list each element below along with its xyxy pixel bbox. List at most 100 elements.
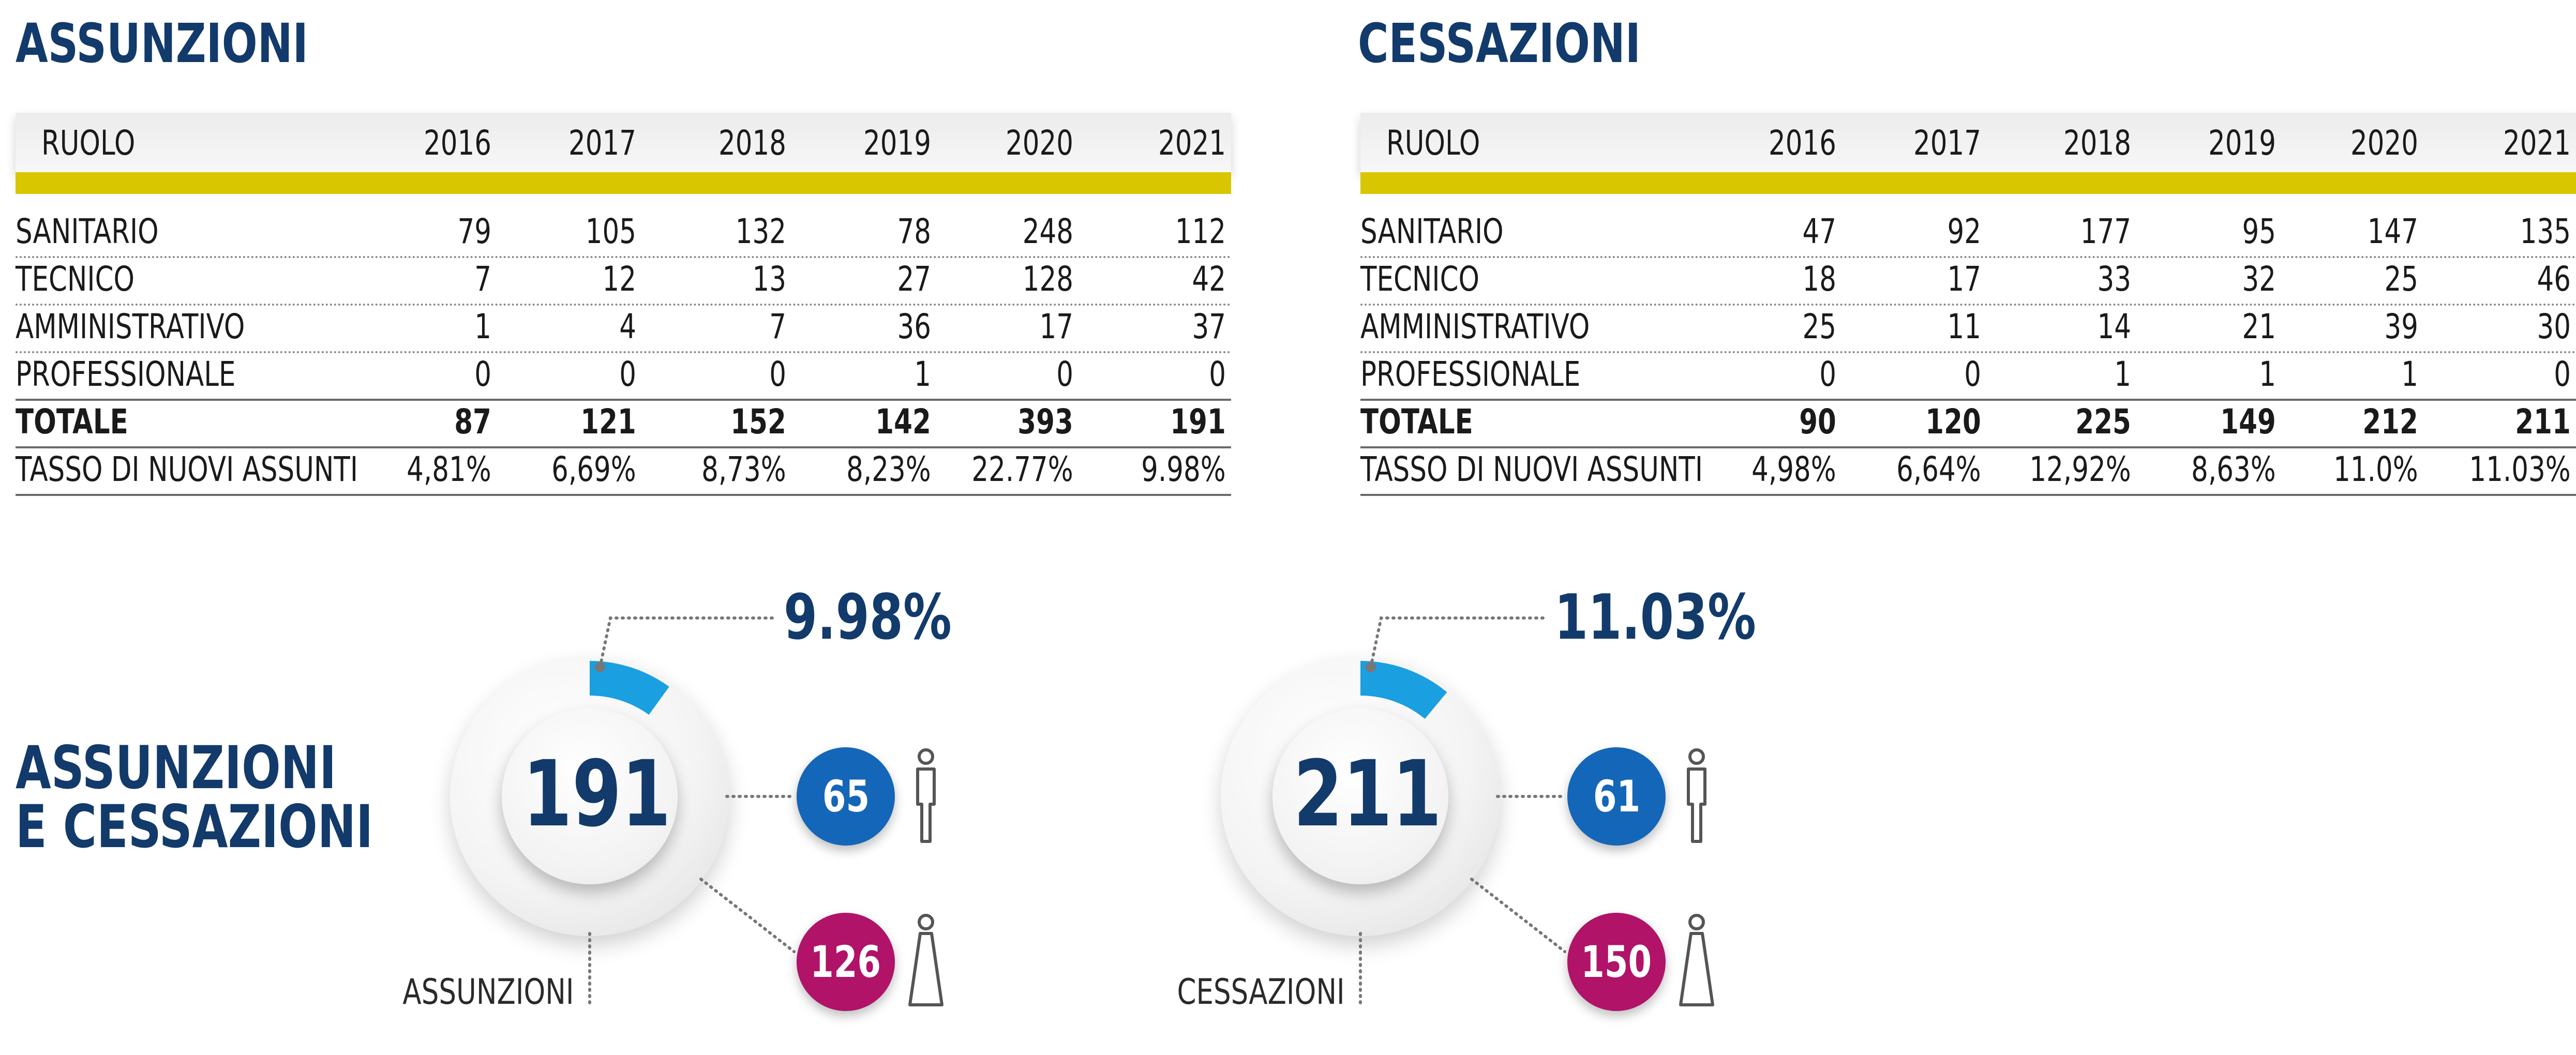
cessazioni-row-label: TASSO DI NUOVI ASSUNTI xyxy=(1360,449,1703,489)
cessazioni-cell: 8,63% xyxy=(2191,449,2276,489)
exits-men-badge: 61 xyxy=(1567,747,1666,846)
assunzioni-cell: 13 xyxy=(752,259,786,299)
assunzioni-cell: 36 xyxy=(897,307,931,346)
cessazioni-cell: 33 xyxy=(2097,259,2131,299)
exits-percent-segment xyxy=(1360,661,1447,719)
assunzioni-col-header-2016: 2016 xyxy=(423,123,491,163)
assunzioni-col-header-2019: 2019 xyxy=(863,123,931,163)
cessazioni-cell: 25 xyxy=(1802,307,1836,346)
cessazioni-cell: 92 xyxy=(1947,212,1981,251)
assunzioni-row-label: TECNICO xyxy=(16,259,135,299)
cessazioni-cell: 30 xyxy=(2537,307,2571,346)
assunzioni-cell: 112 xyxy=(1175,212,1226,251)
assunzioni-cell: 9.98% xyxy=(1141,449,1226,489)
cessazioni-row-label: TECNICO xyxy=(1360,259,1480,299)
cessazioni-row-label: SANITARIO xyxy=(1360,212,1504,251)
summary-title: ASSUNZIONI E CESSAZIONI xyxy=(16,733,373,861)
assunzioni-cell: 121 xyxy=(580,402,636,442)
assunzioni-cell: 132 xyxy=(735,212,786,251)
cessazioni-col-header-2020: 2020 xyxy=(2350,123,2418,163)
assunzioni-cell: 79 xyxy=(457,212,491,251)
assunzioni-row-divider xyxy=(16,256,1231,258)
cessazioni-cell: 95 xyxy=(2242,212,2276,251)
assunzioni-cell: 27 xyxy=(897,259,931,299)
assunzioni-cell: 4,81% xyxy=(407,449,491,489)
cessazioni-cell: 90 xyxy=(1799,402,1836,442)
cessazioni-cell: 149 xyxy=(2220,402,2276,442)
cessazioni-row-label: TOTALE xyxy=(1360,402,1473,442)
cessazioni-cell: 6,64% xyxy=(1896,449,1981,489)
assunzioni-cell: 142 xyxy=(875,402,931,442)
cessazioni-cell: 1 xyxy=(2114,354,2131,394)
assunzioni-cell: 87 xyxy=(454,402,491,442)
hires-donut-center xyxy=(502,709,678,884)
cessazioni-col-header-2016: 2016 xyxy=(1768,123,1836,163)
cessazioni-cell: 46 xyxy=(2537,259,2571,299)
cessazioni-cell: 21 xyxy=(2242,307,2276,346)
assunzioni-cell: 248 xyxy=(1022,212,1073,251)
assunzioni-cell: 7 xyxy=(769,307,786,346)
assunzioni-row-label: PROFESSIONALE xyxy=(16,354,236,394)
cessazioni-title: CESSAZIONI xyxy=(1358,12,1641,75)
cessazioni-cell: 11 xyxy=(1947,307,1981,346)
cessazioni-col-header-2021: 2021 xyxy=(2503,123,2571,163)
assunzioni-cell: 152 xyxy=(730,402,786,442)
cessazioni-cell: 211 xyxy=(2515,402,2571,442)
assunzioni-cell: 78 xyxy=(897,212,931,251)
exits-caption: CESSAZIONI xyxy=(1177,972,1345,1013)
cessazioni-cell: 11.03% xyxy=(2469,449,2571,489)
assunzioni-cell: 17 xyxy=(1039,307,1073,346)
cessazioni-cell: 18 xyxy=(1802,259,1836,299)
assunzioni-cell: 0 xyxy=(1056,354,1073,394)
cessazioni-cell: 4,98% xyxy=(1751,449,1836,489)
cessazioni-row-divider xyxy=(1360,256,2576,258)
assunzioni-cell: 42 xyxy=(1192,259,1226,299)
assunzioni-row-label: SANITARIO xyxy=(16,212,159,251)
cessazioni-row-divider xyxy=(1360,304,2576,306)
cessazioni-cell: 12,92% xyxy=(2029,449,2131,489)
hires-total-value: 191 xyxy=(522,741,671,847)
cessazioni-cell: 17 xyxy=(1947,259,1981,299)
assunzioni-row-divider xyxy=(16,399,1231,401)
assunzioni-row-divider xyxy=(16,304,1231,306)
assunzioni-title: ASSUNZIONI xyxy=(16,12,308,75)
cessazioni-cell: 0 xyxy=(1819,354,1836,394)
cessazioni-cell: 1 xyxy=(2401,354,2418,394)
assunzioni-cell: 8,73% xyxy=(701,449,786,489)
cessazioni-col-header-role: RUOLO xyxy=(1386,123,1480,163)
cessazioni-cell: 14 xyxy=(2097,307,2131,346)
assunzioni-cell: 191 xyxy=(1170,402,1226,442)
cessazioni-cell: 0 xyxy=(2554,354,2571,394)
exits-percent-arc xyxy=(1360,661,1447,719)
assunzioni-col-header-2020: 2020 xyxy=(1005,123,1073,163)
hires-percent-arc xyxy=(590,661,669,715)
cessazioni-cell: 212 xyxy=(2362,402,2418,442)
cessazioni-col-header-2018: 2018 xyxy=(2063,123,2131,163)
hires-percent-label: 9.98% xyxy=(784,582,952,654)
cessazioni-row-label: PROFESSIONALE xyxy=(1360,354,1581,394)
assunzioni-cell: 0 xyxy=(619,354,636,394)
assunzioni-cell: 393 xyxy=(1017,402,1073,442)
cessazioni-header-bar xyxy=(1360,113,2576,172)
assunzioni-row-label: TOTALE xyxy=(16,402,128,442)
assunzioni-cell: 0 xyxy=(474,354,491,394)
assunzioni-cell: 0 xyxy=(1209,354,1226,394)
assunzioni-cell: 1 xyxy=(474,307,491,346)
cessazioni-cell: 47 xyxy=(1802,212,1836,251)
exits-leader-lines xyxy=(1359,616,1566,1005)
assunzioni-cell: 4 xyxy=(619,307,636,346)
assunzioni-row-label: AMMINISTRATIVO xyxy=(16,307,245,346)
cessazioni-cell: 32 xyxy=(2242,259,2276,299)
assunzioni-accent-bar xyxy=(16,172,1231,194)
cessazioni-col-header-2017: 2017 xyxy=(1913,123,1981,163)
hires-caption: ASSUNZIONI xyxy=(402,972,574,1013)
cessazioni-cell: 120 xyxy=(1925,402,1981,442)
assunzioni-cell: 128 xyxy=(1022,259,1073,299)
assunzioni-col-header-2021: 2021 xyxy=(1158,123,1226,163)
assunzioni-cell: 7 xyxy=(474,259,491,299)
cessazioni-cell: 225 xyxy=(2075,402,2131,442)
cessazioni-row-label: AMMINISTRATIVO xyxy=(1360,307,1590,346)
hires-percent-segment xyxy=(590,661,669,715)
hires-men-badge: 65 xyxy=(797,747,895,846)
assunzioni-col-header-role: RUOLO xyxy=(41,123,136,163)
